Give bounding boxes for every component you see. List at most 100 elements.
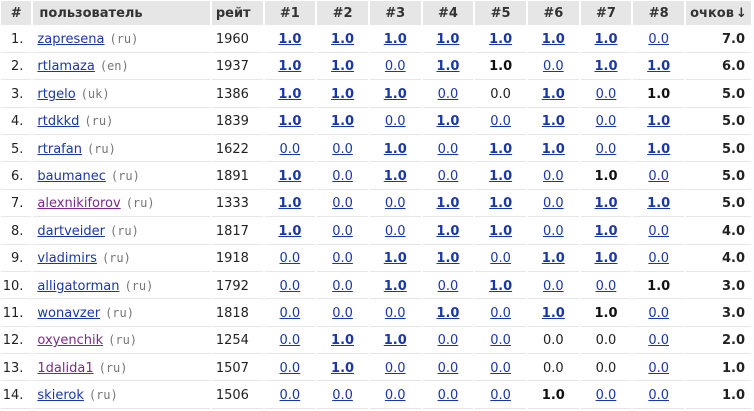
user-link[interactable]: rtrafan [37, 141, 82, 157]
game-result-link[interactable]: 0.0 [490, 388, 511, 404]
game-result-link[interactable]: 0.0 [332, 251, 353, 267]
game-result-link[interactable]: 0.0 [384, 305, 406, 321]
game-result-link[interactable]: 0.0 [542, 59, 564, 75]
game-result-link[interactable]: 1.0 [436, 59, 460, 75]
game-result-link[interactable]: 1.0 [541, 32, 565, 48]
game-result-link[interactable]: 1.0 [436, 223, 460, 239]
game-result-link[interactable]: 0.0 [490, 251, 511, 267]
game-result-link[interactable]: 1.0 [331, 59, 355, 75]
game-result-link[interactable]: 0.0 [437, 278, 459, 294]
game-result-link[interactable]: 0.0 [490, 305, 511, 321]
user-link[interactable]: wonavzer [37, 305, 101, 321]
game-result-link[interactable]: 0.0 [279, 278, 301, 294]
user-link[interactable]: 1dalida1 [37, 360, 94, 376]
game-result-link[interactable]: 1.0 [594, 251, 618, 267]
game-result-link[interactable]: 1.0 [489, 141, 513, 157]
game-result-link[interactable]: 1.0 [278, 32, 302, 48]
game-result-link[interactable]: 0.0 [279, 388, 301, 404]
game-result-link[interactable]: 1.0 [436, 305, 460, 321]
game-result-link[interactable]: 0.0 [648, 223, 670, 239]
game-result-link[interactable]: 0.0 [332, 141, 353, 157]
game-result-link[interactable]: 1.0 [489, 169, 513, 185]
game-result-link[interactable]: 1.0 [278, 196, 302, 212]
user-link[interactable]: rtdkkd [37, 114, 80, 130]
game-result-link[interactable]: 0.0 [648, 251, 670, 267]
user-link[interactable]: rtlamaza [37, 59, 95, 75]
game-result-link[interactable]: 1.0 [278, 86, 302, 102]
game-result-link[interactable]: 1.0 [383, 333, 407, 349]
game-result-link[interactable]: 0.0 [490, 333, 511, 349]
game-result-link[interactable]: 0.0 [648, 333, 670, 349]
game-result-link[interactable]: 1.0 [541, 305, 565, 321]
game-result-link[interactable]: 1.0 [647, 141, 671, 157]
game-result-link[interactable]: 1.0 [594, 32, 618, 48]
game-result-link[interactable]: 0.0 [648, 388, 670, 404]
game-result-link[interactable]: 1.0 [278, 223, 302, 239]
game-result-link[interactable]: 0.0 [384, 360, 406, 376]
game-result-link[interactable]: 0.0 [384, 388, 406, 404]
header-rating[interactable]: рейт [211, 1, 263, 26]
game-result-link[interactable]: 0.0 [279, 141, 301, 157]
user-link[interactable]: skierok [37, 388, 84, 404]
game-result-link[interactable]: 0.0 [648, 32, 670, 48]
game-result-link[interactable]: 0.0 [332, 223, 353, 239]
user-link[interactable]: baumanec [37, 169, 106, 185]
game-result-link[interactable]: 1.0 [541, 141, 565, 157]
game-result-link[interactable]: 1.0 [436, 251, 460, 267]
game-result-link[interactable]: 1.0 [278, 59, 302, 75]
game-result-link[interactable]: 1.0 [383, 169, 407, 185]
game-result-link[interactable]: 0.0 [595, 141, 617, 157]
game-result-link[interactable]: 0.0 [595, 278, 617, 294]
user-link[interactable]: alexnikiforov [37, 196, 121, 212]
game-result-link[interactable]: 0.0 [542, 196, 564, 212]
game-result-link[interactable]: 1.0 [647, 196, 671, 212]
game-result-link[interactable]: 1.0 [436, 32, 460, 48]
game-result-link[interactable]: 0.0 [384, 59, 406, 75]
game-result-link[interactable]: 0.0 [332, 388, 353, 404]
game-result-link[interactable]: 0.0 [384, 114, 406, 130]
game-result-link[interactable]: 0.0 [332, 196, 353, 212]
game-result-link[interactable]: 1.0 [331, 114, 355, 130]
game-result-link[interactable]: 0.0 [437, 141, 459, 157]
game-result-link[interactable]: 0.0 [595, 114, 617, 130]
game-result-link[interactable]: 1.0 [489, 278, 513, 294]
game-result-link[interactable]: 1.0 [489, 32, 513, 48]
game-result-link[interactable]: 1.0 [436, 196, 460, 212]
game-result-link[interactable]: 1.0 [541, 86, 565, 102]
game-result-link[interactable]: 0.0 [332, 169, 353, 185]
game-result-link[interactable]: 1.0 [647, 59, 671, 75]
game-result-link[interactable]: 1.0 [331, 32, 355, 48]
game-result-link[interactable]: 1.0 [594, 223, 618, 239]
game-result-link[interactable]: 1.0 [594, 196, 618, 212]
user-link[interactable]: dartveider [37, 223, 105, 239]
game-result-link[interactable]: 1.0 [278, 114, 302, 130]
game-result-link[interactable]: 0.0 [542, 223, 564, 239]
game-result-link[interactable]: 0.0 [384, 223, 406, 239]
game-result-link[interactable]: 0.0 [542, 278, 564, 294]
user-link[interactable]: alligatorman [37, 278, 120, 294]
game-result-link[interactable]: 1.0 [541, 251, 565, 267]
user-link[interactable]: vladimirs [37, 251, 97, 267]
game-result-link[interactable]: 0.0 [437, 169, 459, 185]
game-result-link[interactable]: 1.0 [383, 86, 407, 102]
game-result-link[interactable]: 0.0 [542, 169, 564, 185]
game-result-link[interactable]: 0.0 [332, 305, 353, 321]
game-result-link[interactable]: 1.0 [383, 251, 407, 267]
game-result-link[interactable]: 1.0 [383, 278, 407, 294]
header-user[interactable]: пользователь [33, 1, 210, 26]
game-result-link[interactable]: 1.0 [331, 333, 355, 349]
game-result-link[interactable]: 1.0 [278, 169, 302, 185]
game-result-link[interactable]: 0.0 [437, 388, 459, 404]
game-result-link[interactable]: 1.0 [436, 114, 460, 130]
header-points[interactable]: очков ↓ [686, 1, 751, 26]
game-result-link[interactable]: 1.0 [383, 32, 407, 48]
game-result-link[interactable]: 1.0 [489, 196, 513, 212]
game-result-link[interactable]: 0.0 [437, 360, 459, 376]
game-result-link[interactable]: 0.0 [437, 333, 459, 349]
game-result-link[interactable]: 1.0 [331, 360, 355, 376]
game-result-link[interactable]: 1.0 [489, 223, 513, 239]
game-result-link[interactable]: 0.0 [384, 196, 406, 212]
game-result-link[interactable]: 0.0 [648, 305, 670, 321]
game-result-link[interactable]: 0.0 [279, 305, 301, 321]
game-result-link[interactable]: 0.0 [490, 360, 511, 376]
